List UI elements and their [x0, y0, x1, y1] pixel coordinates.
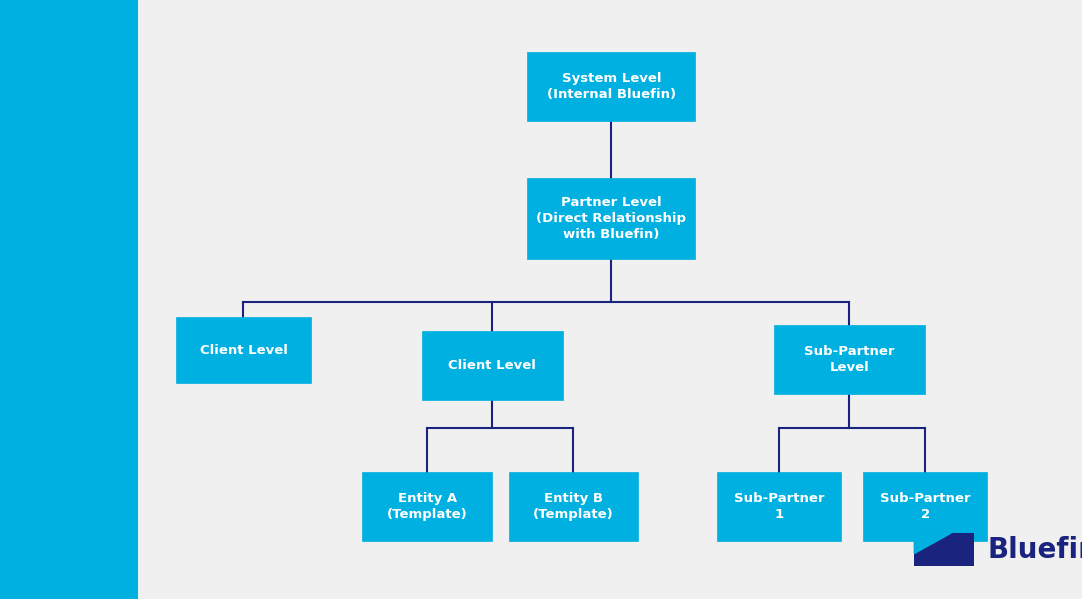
FancyBboxPatch shape	[774, 325, 925, 394]
Text: Client Level: Client Level	[448, 359, 537, 372]
Text: Partner Level
(Direct Relationship
with Bluefin): Partner Level (Direct Relationship with …	[537, 196, 686, 241]
FancyBboxPatch shape	[0, 0, 138, 599]
FancyBboxPatch shape	[527, 179, 695, 259]
Text: Entity B
(Template): Entity B (Template)	[533, 492, 613, 521]
Text: System Level
(Internal Bluefin): System Level (Internal Bluefin)	[546, 72, 676, 101]
FancyBboxPatch shape	[362, 472, 492, 540]
FancyBboxPatch shape	[914, 533, 974, 566]
Text: Entity A
(Template): Entity A (Template)	[387, 492, 467, 521]
FancyBboxPatch shape	[527, 53, 695, 121]
FancyBboxPatch shape	[422, 331, 563, 400]
FancyBboxPatch shape	[716, 472, 842, 540]
Text: Client Level: Client Level	[199, 344, 288, 357]
Text: Sub-Partner
Level: Sub-Partner Level	[804, 345, 895, 374]
Polygon shape	[914, 533, 951, 553]
Text: Sub-Partner
2: Sub-Partner 2	[880, 492, 971, 521]
FancyBboxPatch shape	[863, 472, 987, 540]
Text: Sub-Partner
1: Sub-Partner 1	[734, 492, 824, 521]
FancyBboxPatch shape	[175, 317, 312, 383]
Text: Bluefin: Bluefin	[988, 536, 1082, 564]
FancyBboxPatch shape	[509, 472, 638, 540]
